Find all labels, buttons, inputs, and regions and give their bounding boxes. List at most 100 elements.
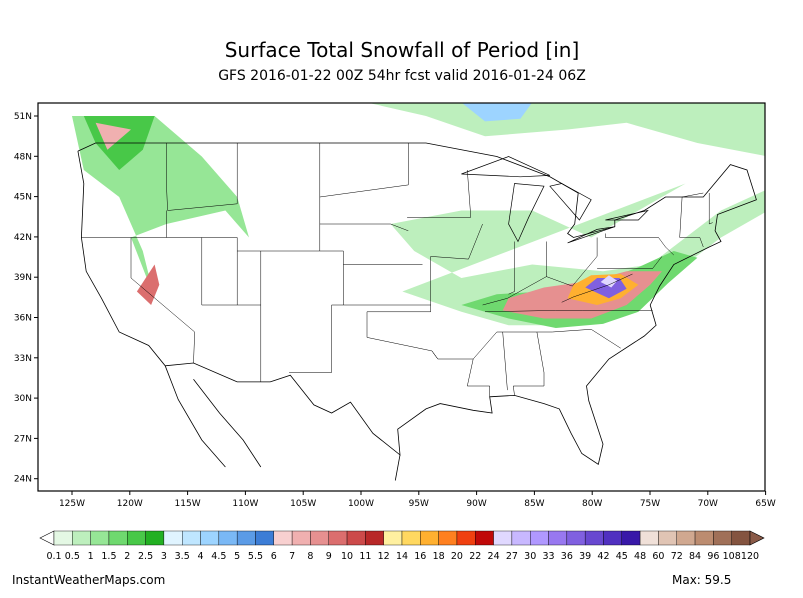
state-border (81, 143, 321, 252)
state-border (597, 256, 663, 269)
snow-canada (369, 103, 765, 156)
legend-swatch (346, 530, 366, 546)
snow-cascade (95, 122, 131, 150)
legend-swatch (676, 530, 696, 546)
legend-label: 39 (579, 551, 591, 562)
legend-swatch (401, 530, 421, 546)
state-border (201, 237, 262, 382)
lake (508, 183, 545, 243)
legend-swatch (90, 530, 110, 546)
legend-swatch (639, 530, 659, 546)
lake (567, 226, 615, 244)
lat-label: 30N (14, 394, 32, 404)
lon-label: 95W (409, 499, 429, 509)
legend-label: 27 (506, 551, 518, 562)
map-frame (37, 102, 766, 492)
state-border (484, 310, 653, 313)
legend: 0.1 0.5 1 1.5 2 2.5 3 3.5 4 4.5 5 5.5 6 7 8 9 10 11 12 14 16… (39, 530, 765, 562)
legend-label: 4 (198, 551, 204, 562)
axes: 51N 48N 45N 42N 39N 36N 33N 30N 27N 24N 125W 120W 11… (14, 112, 776, 509)
legend-swatch (182, 530, 201, 546)
lon-label: 100W (348, 499, 374, 509)
legend-label: 0.5 (65, 551, 80, 562)
state-border (513, 331, 545, 396)
legend-label: 36 (561, 551, 573, 562)
lake (461, 156, 551, 178)
lat-label: 51N (14, 112, 32, 122)
legend-label: 16 (414, 551, 426, 562)
legend-swatch (658, 530, 677, 546)
legend-label: 7 (289, 551, 295, 562)
lon-label: 125W (59, 499, 85, 509)
legend-swatch (603, 530, 622, 546)
state-border (319, 223, 409, 232)
legend-swatch (548, 530, 568, 546)
legend-swatch (456, 530, 476, 546)
legend-label: 10 (341, 551, 353, 562)
state-border (502, 331, 508, 391)
legend-swatch (310, 530, 329, 546)
legend-label: 9 (326, 551, 332, 562)
legend-swatch (493, 530, 513, 546)
lon-label: 105W (290, 499, 316, 509)
legend-label: 20 (451, 551, 463, 562)
legend-swatch (584, 530, 604, 546)
legend-label: 3.5 (175, 551, 190, 562)
legend-swatch (438, 530, 458, 546)
legend-swatch (127, 530, 146, 546)
legend-swatch (200, 530, 220, 546)
legend-swatch (475, 530, 494, 546)
legend-label: 45 (616, 551, 628, 562)
legend-label: 12 (378, 551, 390, 562)
state-border (319, 143, 409, 198)
legend-swatch (328, 530, 348, 546)
legend-label: 30 (524, 551, 536, 562)
snow-canada-blue (462, 103, 532, 122)
legend-label: 2.5 (138, 551, 153, 562)
title: Surface Total Snowfall of Period [in] (225, 38, 580, 62)
lake (605, 209, 649, 221)
state-border (561, 273, 633, 303)
lon-label: 90W (466, 499, 486, 509)
legend-label: 60 (652, 551, 664, 562)
lon-label: 120W (117, 499, 143, 509)
legend-swatch (383, 530, 403, 546)
legend-swatch (621, 530, 641, 546)
legend-swatch (108, 530, 128, 546)
state-border (482, 237, 598, 306)
legend-label: 11 (359, 551, 371, 562)
lat-label: 24N (14, 475, 32, 485)
lon-label: 80W (582, 499, 602, 509)
lat-label: 36N (14, 314, 32, 324)
state-border (708, 193, 713, 225)
legend-label: 18 (433, 551, 445, 562)
coastline (77, 142, 757, 465)
legend-swatch (566, 530, 586, 546)
state-border (166, 143, 238, 211)
snow-east-light (390, 183, 765, 326)
legend-swatch (273, 530, 293, 546)
legend-label: 2 (124, 551, 130, 562)
legend-swatch (694, 530, 714, 546)
legend-swatch (530, 530, 549, 546)
map-layer (72, 103, 765, 481)
legend-label: 6 (271, 551, 277, 562)
state-border (605, 233, 674, 256)
snow-east-purple (585, 278, 627, 299)
legend-swatch (713, 530, 732, 546)
legend-label: 96 (707, 551, 719, 562)
lat-label: 39N (14, 273, 32, 283)
lat-label: 45N (14, 193, 32, 203)
state-border (130, 237, 195, 364)
legend-swatch (72, 530, 91, 546)
lat-label: 42N (14, 233, 32, 243)
legend-label: 0.1 (46, 551, 61, 562)
legend-label: 120 (741, 551, 759, 562)
legend-swatch (291, 530, 311, 546)
max-value: Max: 59.5 (672, 573, 731, 587)
lat-label: 27N (14, 434, 32, 444)
legend-label: 72 (671, 551, 683, 562)
lat-label: 48N (14, 152, 32, 162)
legend-label: 22 (469, 551, 481, 562)
